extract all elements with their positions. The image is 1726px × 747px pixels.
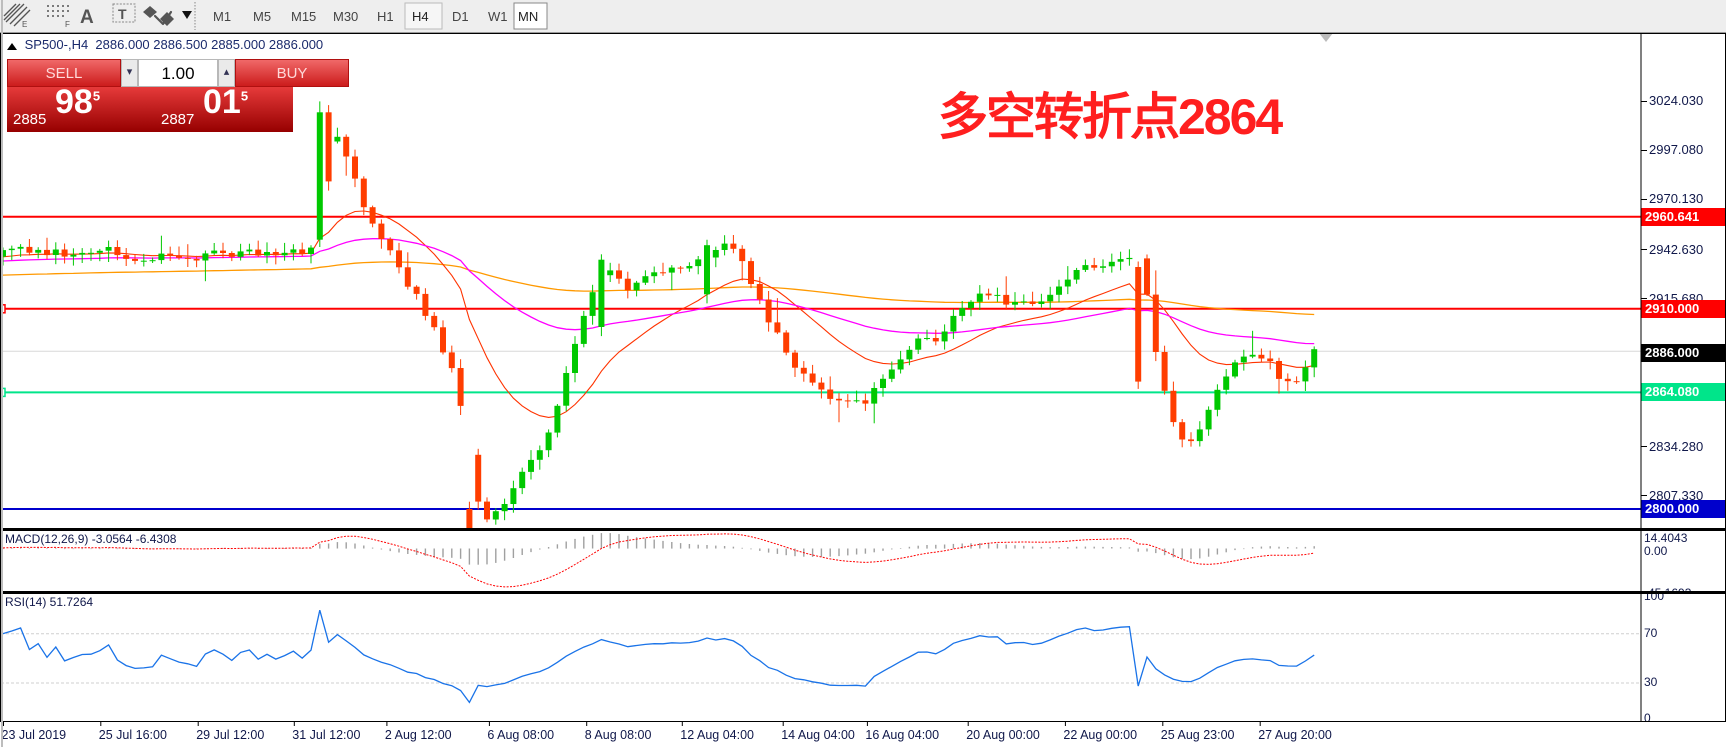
svg-text:H1: H1 — [377, 9, 394, 24]
svg-text:M15: M15 — [291, 9, 316, 24]
svg-text:MN: MN — [518, 9, 538, 24]
svg-text:M1: M1 — [213, 9, 231, 24]
svg-text:F: F — [65, 20, 70, 29]
svg-text:T: T — [118, 6, 127, 22]
svg-text:M30: M30 — [333, 9, 358, 24]
svg-text:H4: H4 — [412, 9, 429, 24]
svg-text:M5: M5 — [253, 9, 271, 24]
svg-text:E: E — [22, 20, 27, 29]
svg-text:W1: W1 — [488, 9, 508, 24]
svg-text:A: A — [80, 7, 94, 28]
svg-text:D1: D1 — [452, 9, 469, 24]
